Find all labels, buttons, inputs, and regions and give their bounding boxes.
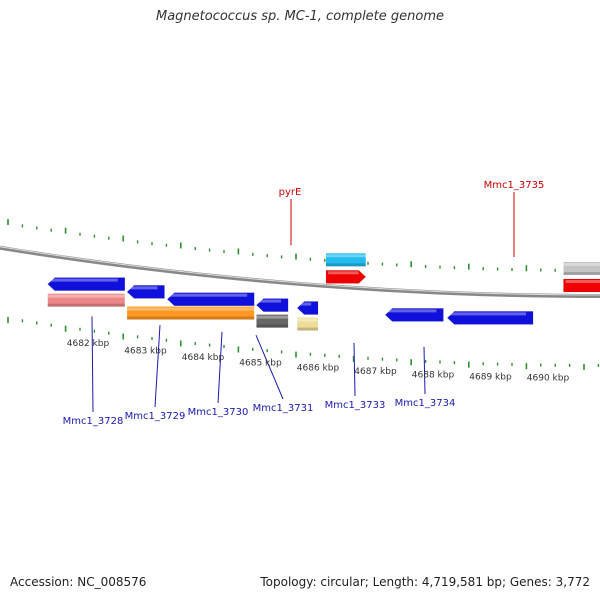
backbone-arc — [0, 245, 600, 298]
gene-arrow-shine — [129, 286, 158, 290]
gene-arrow[interactable] — [563, 278, 600, 293]
scale-label: 4682 kbp — [67, 339, 110, 349]
gene-arrow-shine — [49, 278, 118, 282]
scale-label: 4689 kbp — [469, 372, 512, 382]
genome-backbone — [0, 245, 600, 298]
feature-block-shine — [127, 307, 255, 311]
feature-block-shadow — [47, 303, 125, 307]
gene-arrow[interactable] — [256, 298, 289, 312]
feature-block[interactable] — [127, 306, 255, 320]
feature-block[interactable] — [256, 314, 289, 328]
gene-arrow-body[interactable] — [384, 308, 444, 322]
outer-tick-track — [7, 219, 600, 272]
feature-block-body[interactable] — [47, 293, 125, 307]
gene-arrow-body[interactable] — [446, 311, 534, 325]
feature-block[interactable] — [47, 293, 125, 307]
scale-labels: 4682 kbp 4683 kbp 4684 kbp 4685 kbp 4686 kbp… — [67, 339, 570, 384]
gene-callouts: Mmc1_3728 Mmc1_3729 Mmc1_3730 Mmc1_3731 Mmc1… — [63, 180, 545, 427]
gene-arrow-shine — [449, 312, 527, 316]
callout-line — [91, 316, 94, 413]
feature-block-body[interactable] — [127, 306, 255, 320]
gene-arrow-body[interactable] — [166, 292, 255, 306]
feature-block-shadow — [256, 324, 289, 328]
callout-line — [353, 342, 356, 397]
feature-layer — [47, 253, 600, 331]
gene-arrow-shine — [299, 302, 312, 306]
gene-arrow-body[interactable] — [325, 270, 367, 284]
gene-arrow[interactable] — [325, 270, 367, 284]
gene-arrow-body[interactable] — [126, 285, 165, 299]
feature-block-shine — [47, 294, 125, 298]
scale-label: 4687 kbp — [354, 367, 397, 377]
gene-arrow-shine — [565, 279, 600, 283]
gene-arrow-shine — [328, 271, 359, 275]
gene-arrow-shine — [258, 299, 282, 303]
feature-block-shine — [326, 254, 366, 258]
feature-block-body[interactable] — [326, 253, 366, 267]
gene-arrow[interactable] — [384, 308, 444, 322]
gene-arrow[interactable] — [47, 277, 126, 291]
feature-block-body[interactable] — [256, 314, 289, 328]
scale-label: 4684 kbp — [182, 353, 225, 363]
callout-line — [154, 325, 161, 408]
callout-line — [255, 334, 284, 400]
feature-block-shadow — [297, 327, 318, 331]
scale-label: 4685 kbp — [239, 359, 282, 369]
feature-block[interactable] — [297, 317, 318, 331]
gene-label[interactable]: Mmc1_3734 — [395, 398, 456, 409]
gene-label[interactable]: Mmc1_3733 — [325, 400, 386, 411]
scale-label: 4683 kbp — [124, 346, 167, 356]
gene-label[interactable]: Mmc1_3728 — [63, 416, 124, 427]
gene-arrow-body[interactable] — [296, 301, 319, 315]
inner-tick-track — [7, 317, 600, 370]
feature-block-body[interactable] — [297, 317, 318, 331]
gene-arrow-body[interactable] — [256, 298, 289, 312]
feature-block-shine — [563, 262, 600, 266]
feature-block[interactable] — [563, 261, 600, 275]
feature-block-shadow — [127, 316, 255, 320]
gene-arrow-body[interactable] — [47, 277, 126, 291]
gene-label[interactable]: pyrE — [279, 187, 302, 198]
gene-arrow-shine — [387, 309, 437, 313]
callout-line — [217, 331, 223, 404]
callout-line — [423, 346, 426, 395]
gene-label[interactable]: Mmc1_3735 — [484, 180, 545, 191]
genome-stats: Topology: circular; Length: 4,719,581 bp… — [260, 575, 590, 589]
feature-block[interactable] — [326, 253, 366, 267]
gene-arrow[interactable] — [296, 301, 319, 315]
gene-arrow[interactable] — [166, 292, 255, 306]
scale-label: 4690 kbp — [527, 374, 570, 384]
gene-arrow-shine — [169, 293, 248, 297]
accession-label: Accession: NC_008576 — [10, 575, 147, 589]
gene-label[interactable]: Mmc1_3730 — [188, 407, 249, 418]
gene-arrow[interactable] — [446, 311, 534, 325]
gene-label[interactable]: Mmc1_3729 — [125, 411, 186, 422]
scale-label: 4688 kbp — [412, 370, 455, 380]
backbone-highlight — [0, 246, 600, 296]
scale-label: 4686 kbp — [297, 363, 340, 373]
feature-block-shine — [297, 318, 318, 322]
feature-block-shadow — [326, 263, 366, 267]
gene-label[interactable]: Mmc1_3731 — [253, 403, 314, 414]
page-title: Magnetococcus sp. MC-1, complete genome — [155, 9, 445, 24]
gene-arrow[interactable] — [126, 285, 165, 299]
feature-block-shine — [256, 315, 289, 319]
feature-block-shadow — [563, 271, 600, 275]
feature-block-body[interactable] — [563, 261, 600, 275]
gene-arrow-body[interactable] — [563, 278, 600, 293]
